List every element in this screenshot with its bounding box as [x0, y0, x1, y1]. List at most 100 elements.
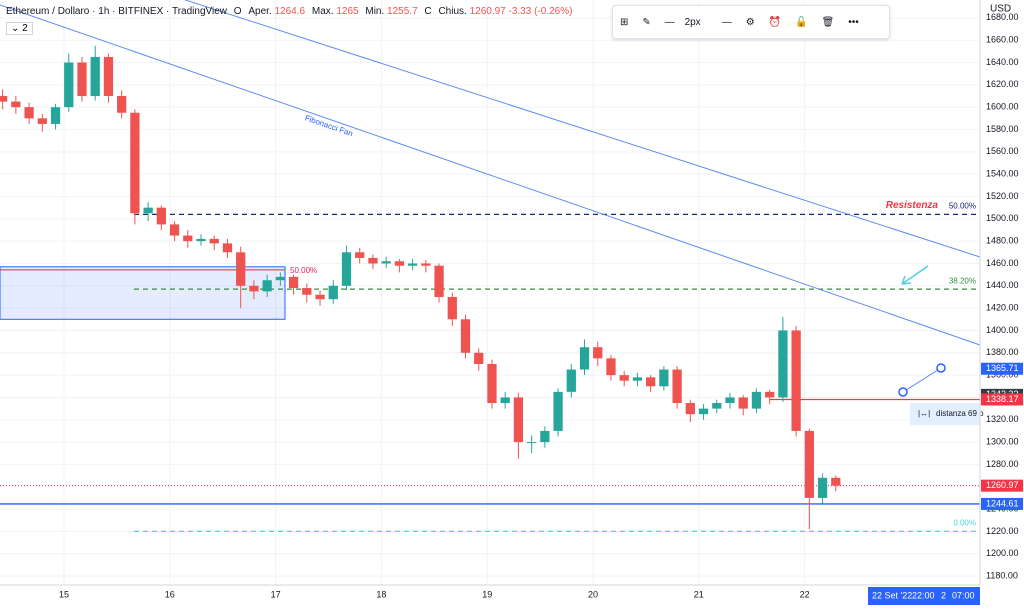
candle-body: [302, 288, 312, 295]
fib-label: 50.00%: [949, 201, 976, 210]
candle-body: [288, 276, 299, 289]
candle-body: [0, 96, 8, 102]
candle-body: [249, 285, 259, 292]
x-tick-label: 15: [59, 589, 69, 599]
candle-body: [90, 56, 100, 97]
candle-body: [487, 363, 497, 404]
symbol-title: Ethereum / Dollaro · 1h · BITFINEX · Tra…: [6, 6, 228, 17]
candle-body: [196, 238, 206, 242]
ruler-handle[interactable]: [898, 387, 908, 397]
low: 1255.7: [387, 6, 418, 17]
candle-body: [527, 442, 537, 444]
drawing-toolbar: ⊞ ✎ — 2px — ⚙ ⏰ 🔓 🗑 •••: [612, 5, 890, 39]
y-tick-label: 1280.00: [986, 459, 1019, 469]
x-tick-label: 16: [165, 589, 175, 599]
plot: 50.00% 50.00% 38.20% 0.00% Resistenza: [0, 0, 980, 585]
y-tick-label: 1560.00: [986, 146, 1019, 156]
fib-label: 38.20%: [949, 276, 976, 285]
candle-body: [672, 369, 682, 404]
candle-body: [460, 319, 471, 353]
candle-body: [765, 391, 775, 398]
y-tick-label: 1460.00: [986, 258, 1019, 268]
tool-alert[interactable]: ⏰: [768, 16, 782, 28]
candle-body: [156, 207, 166, 225]
candle-body: [579, 347, 590, 370]
tool-color[interactable]: ✎: [642, 16, 651, 28]
tool-settings[interactable]: ⚙: [745, 16, 755, 28]
candle-body: [566, 369, 576, 392]
y-tick-label: 1580.00: [986, 124, 1019, 134]
y-tick-label: 1220.00: [986, 526, 1019, 536]
candle-body: [143, 207, 153, 214]
y-tick-label: 1540.00: [986, 169, 1019, 179]
candle-body: [407, 263, 418, 266]
change: -3.33: [508, 6, 532, 17]
open-label: Aper.: [248, 6, 272, 17]
candle-body: [64, 62, 74, 108]
candle-body: [24, 107, 34, 119]
price-tag: [981, 497, 1023, 510]
ruler-handle[interactable]: [936, 363, 946, 373]
candle-body: [37, 118, 47, 124]
candle-body: [130, 112, 140, 214]
candle-body: [222, 243, 233, 253]
candle-body: [11, 101, 21, 108]
candle-body: [421, 263, 431, 266]
time-tag-label: 22:00: [912, 590, 935, 600]
tool-delete[interactable]: 🗑: [821, 16, 835, 28]
o: O: [233, 6, 242, 17]
ruler-label: distanza 69 p: [936, 409, 984, 418]
zone-label: 50.00%: [290, 266, 317, 275]
ruler-box: [910, 403, 980, 425]
fan-line: [183, 0, 981, 258]
price-tag: [981, 362, 1023, 375]
candle-body: [725, 397, 735, 404]
candle-body: [275, 276, 285, 281]
legend: Ethereum / Dollaro · 1h · BITFINEX · Tra…: [6, 6, 572, 17]
indicator-toggle[interactable]: ⌄ 2: [6, 22, 33, 35]
width-label: 2px: [684, 16, 701, 28]
candle-body: [209, 238, 219, 244]
y-tick-label: 1620.00: [986, 79, 1019, 89]
price-tag-label: 1260.97: [986, 480, 1019, 490]
change-pct: (-0.26%): [534, 6, 573, 17]
candle-body: [606, 358, 616, 376]
indicator-count: 2: [22, 23, 28, 34]
y-tick-label: 1200.00: [986, 548, 1019, 558]
high: 1265: [336, 6, 359, 17]
time-tag-label: 07:00: [952, 590, 975, 600]
candle-body: [791, 330, 801, 431]
candle-body: [117, 96, 127, 113]
y-tick-label: 1420.00: [986, 303, 1019, 313]
candle-body: [751, 391, 762, 409]
candle-body: [778, 330, 788, 398]
price-tag-label: 1365.71: [986, 363, 1019, 373]
candle-body: [328, 285, 338, 300]
tool-width[interactable]: — 2px: [664, 16, 701, 28]
y-tick-label: 1440.00: [986, 280, 1019, 290]
candle-body: [831, 477, 841, 486]
candle-body: [712, 403, 722, 409]
tool-style[interactable]: —: [721, 16, 732, 28]
y-tick-label: 1180.00: [986, 570, 1018, 580]
arrow-head: [901, 275, 912, 285]
candle-body: [685, 403, 695, 415]
tool-templates[interactable]: ⊞: [620, 16, 629, 28]
ruler-line: [902, 367, 942, 393]
tool-lock[interactable]: 🔓: [795, 16, 808, 28]
resistance-label: Resistenza: [886, 200, 939, 211]
candle-body: [513, 397, 524, 443]
candle-body: [593, 347, 603, 359]
ruler-icon: |↔|: [918, 409, 930, 418]
fib-label: 0.00%: [953, 519, 976, 528]
tool-more[interactable]: •••: [848, 16, 859, 28]
candle-body: [553, 391, 563, 431]
candle-body: [738, 397, 748, 409]
fan-line: [0, 4, 981, 346]
candle-body: [355, 252, 365, 258]
candle-body: [368, 257, 378, 264]
y-tick-label: 1480.00: [986, 236, 1019, 246]
x-tick-label: 22: [800, 589, 810, 599]
y-tick-label: 1680.00: [986, 12, 1019, 22]
